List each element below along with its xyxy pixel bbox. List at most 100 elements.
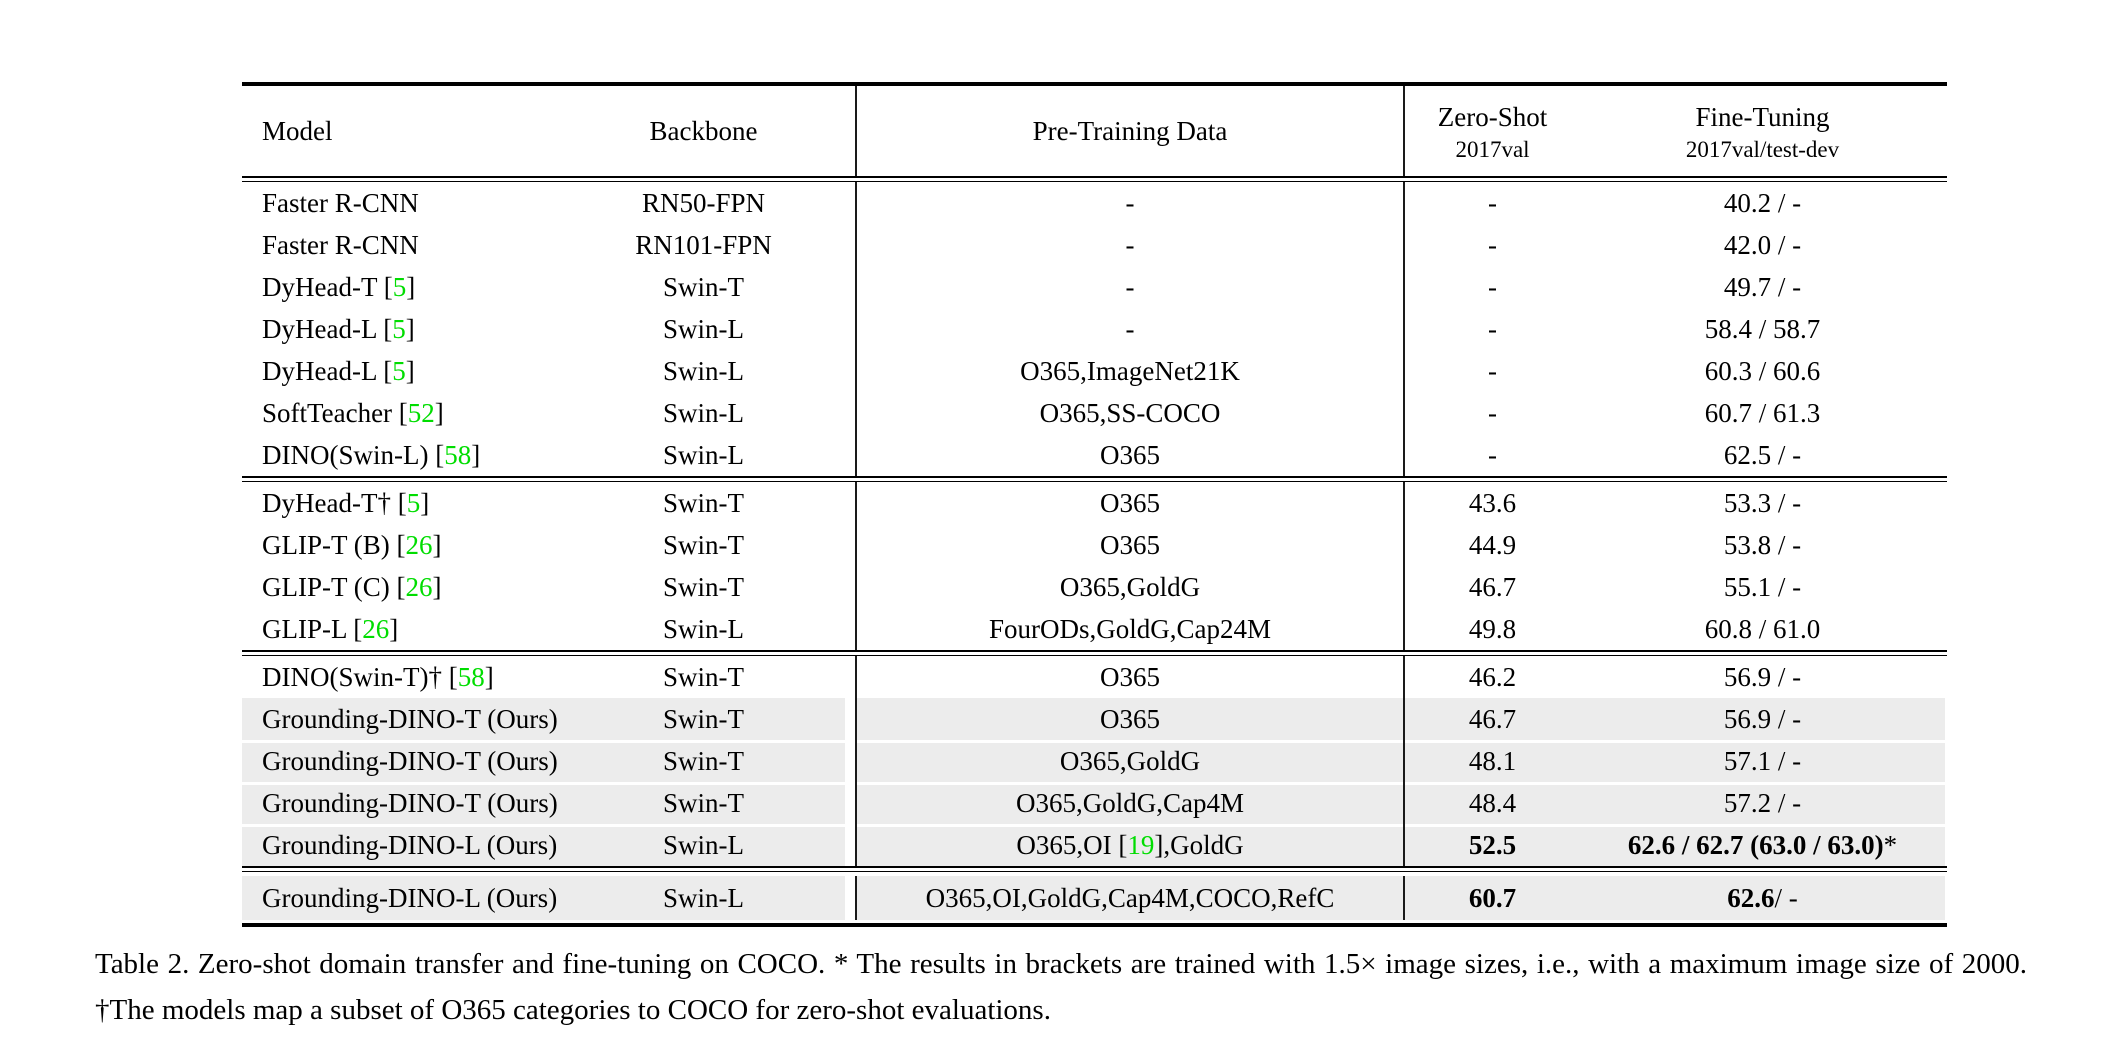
table-row: SoftTeacher [52] Swin-L O365,SS-COCO - 6… <box>242 392 1947 434</box>
table-row: GLIP-T (B) [26] Swin-T O365 44.9 53.8 / … <box>242 524 1947 566</box>
citation-link[interactable]: 5 <box>392 313 406 344</box>
text-segment: 62.6 / 62.7 (63.0 / 63.0) <box>1627 829 1884 860</box>
text-segment: 58.4 / 58.7 <box>1704 313 1821 344</box>
text-segment: O365,GoldG,Cap4M <box>1016 787 1244 818</box>
text-segment: 46.2 <box>1468 661 1517 692</box>
text-segment: 57.2 / - <box>1723 787 1802 818</box>
cell-backbone: Swin-T <box>562 782 845 824</box>
cell-backbone: Swin-L <box>562 824 845 866</box>
cell-backbone: Swin-T <box>562 524 845 566</box>
header-fine-tuning: Fine-Tuning 2017val/test-dev <box>1580 86 1945 176</box>
cell-pretraining-data: O365,GoldG <box>857 566 1405 608</box>
text-segment: FourODs,GoldG,Cap24M <box>988 613 1271 644</box>
column-divider <box>845 86 857 176</box>
text-segment: Faster R-CNN <box>262 187 419 218</box>
cell-zero-shot: 52.5 <box>1405 824 1580 866</box>
cell-zero-shot: - <box>1405 350 1580 392</box>
citation-link[interactable]: 5 <box>406 487 421 518</box>
citation-link[interactable]: 52 <box>407 397 435 428</box>
cell-fine-tuning: 42.0 / - <box>1580 224 1945 266</box>
header-model: Model <box>242 86 562 176</box>
table-row-highlighted: Grounding-DINO-T (Ours) Swin-T O365,Gold… <box>242 740 1947 782</box>
citation-link[interactable]: 58 <box>457 661 485 692</box>
cell-backbone: RN50-FPN <box>562 182 845 224</box>
text-segment: 46.7 <box>1468 703 1517 734</box>
text-segment: - <box>1488 439 1497 470</box>
text-segment: - <box>1488 397 1497 428</box>
text-segment: ] <box>484 661 494 692</box>
results-table: Model Backbone Pre-Training Data Zero-Sh… <box>242 82 1947 927</box>
citation-link[interactable]: 26 <box>405 571 433 602</box>
text-segment: DyHead-L [ <box>262 313 393 344</box>
text-segment: 49.8 <box>1468 613 1517 644</box>
text-segment: DyHead-L [ <box>262 355 393 386</box>
cell-zero-shot: - <box>1405 308 1580 350</box>
text-segment: O365 <box>1100 487 1160 518</box>
cell-fine-tuning: 60.8 / 61.0 <box>1580 608 1945 650</box>
text-segment: 62.6 <box>1727 882 1775 913</box>
text-segment: Grounding-DINO-L (Ours) <box>262 882 558 913</box>
section-separator-rule <box>242 866 1947 872</box>
text-segment: 52.5 <box>1468 829 1517 860</box>
text-segment: DyHead-T [ <box>262 271 393 302</box>
cell-model: Grounding-DINO-T (Ours) <box>242 782 562 824</box>
citation-link[interactable]: 26 <box>405 529 433 560</box>
text-segment: GLIP-T (B) [ <box>262 529 406 560</box>
table-row-highlighted: Grounding-DINO-L (Ours) Swin-L O365,OI,G… <box>242 876 1947 920</box>
cell-fine-tuning: 53.3 / - <box>1580 482 1945 524</box>
text-segment: ] <box>434 397 444 428</box>
text-segment: 62.5 / - <box>1723 439 1802 470</box>
text-segment: O365,OI [ <box>1016 829 1128 860</box>
cell-model: Grounding-DINO-T (Ours) <box>242 740 562 782</box>
text-segment: Swin-L <box>663 882 744 913</box>
text-segment: 49.7 / - <box>1723 271 1802 302</box>
citation-link[interactable]: 58 <box>444 439 472 470</box>
cell-zero-shot: 46.2 <box>1405 656 1580 698</box>
cell-fine-tuning: 60.3 / 60.6 <box>1580 350 1945 392</box>
cell-zero-shot: 46.7 <box>1405 566 1580 608</box>
cell-model: GLIP-T (B) [26] <box>242 524 562 566</box>
citation-link[interactable]: 5 <box>392 271 407 302</box>
citation-link[interactable]: 5 <box>392 355 406 386</box>
text-segment: Swin-T <box>663 745 744 776</box>
column-divider <box>845 182 857 224</box>
cell-pretraining-data: - <box>857 308 1405 350</box>
table-row-highlighted: Grounding-DINO-T (Ours) Swin-T O365,Gold… <box>242 782 1947 824</box>
cell-fine-tuning: 62.6 / - <box>1580 876 1945 920</box>
cell-model: Faster R-CNN <box>242 224 562 266</box>
section-separator-rule <box>242 650 1947 656</box>
text-segment: O365 <box>1100 529 1160 560</box>
text-segment: 48.1 <box>1468 745 1517 776</box>
cell-backbone: Swin-T <box>562 740 845 782</box>
text-segment: Swin-T <box>663 529 744 560</box>
text-segment: Swin-T <box>663 271 744 302</box>
column-divider <box>845 608 857 650</box>
column-divider <box>845 266 857 308</box>
cell-fine-tuning: 40.2 / - <box>1580 182 1945 224</box>
citation-link[interactable]: 19 <box>1127 829 1155 860</box>
text-segment: 42.0 / - <box>1723 229 1802 260</box>
cell-fine-tuning: 57.1 / - <box>1580 740 1945 782</box>
text-segment: RN101-FPN <box>635 229 772 260</box>
text-segment: Faster R-CNN <box>262 229 419 260</box>
text-segment: Swin-L <box>663 355 744 386</box>
header-fine-tuning-label: Fine-Tuning <box>1695 101 1830 132</box>
text-segment: O365,SS-COCO <box>1039 397 1221 428</box>
cell-backbone: Swin-L <box>562 876 845 920</box>
cell-backbone: Swin-T <box>562 566 845 608</box>
text-segment: ] <box>406 271 416 302</box>
text-segment: O365,GoldG <box>1059 571 1201 602</box>
cell-fine-tuning: 58.4 / 58.7 <box>1580 308 1945 350</box>
header-zero-shot-label: Zero-Shot <box>1437 101 1548 132</box>
cell-model: DyHead-T [5] <box>242 266 562 308</box>
text-segment: GLIP-L [ <box>262 613 363 644</box>
cell-pretraining-data: - <box>857 266 1405 308</box>
cell-fine-tuning: 53.8 / - <box>1580 524 1945 566</box>
text-segment: 48.4 <box>1468 787 1517 818</box>
citation-link[interactable]: 26 <box>362 613 390 644</box>
text-segment: 55.1 / - <box>1723 571 1802 602</box>
text-segment: O365,ImageNet21K <box>1020 355 1240 386</box>
cell-pretraining-data: O365,GoldG <box>857 740 1405 782</box>
text-segment: DINO(Swin-T)† [ <box>262 661 458 692</box>
text-segment: Swin-T <box>663 487 744 518</box>
